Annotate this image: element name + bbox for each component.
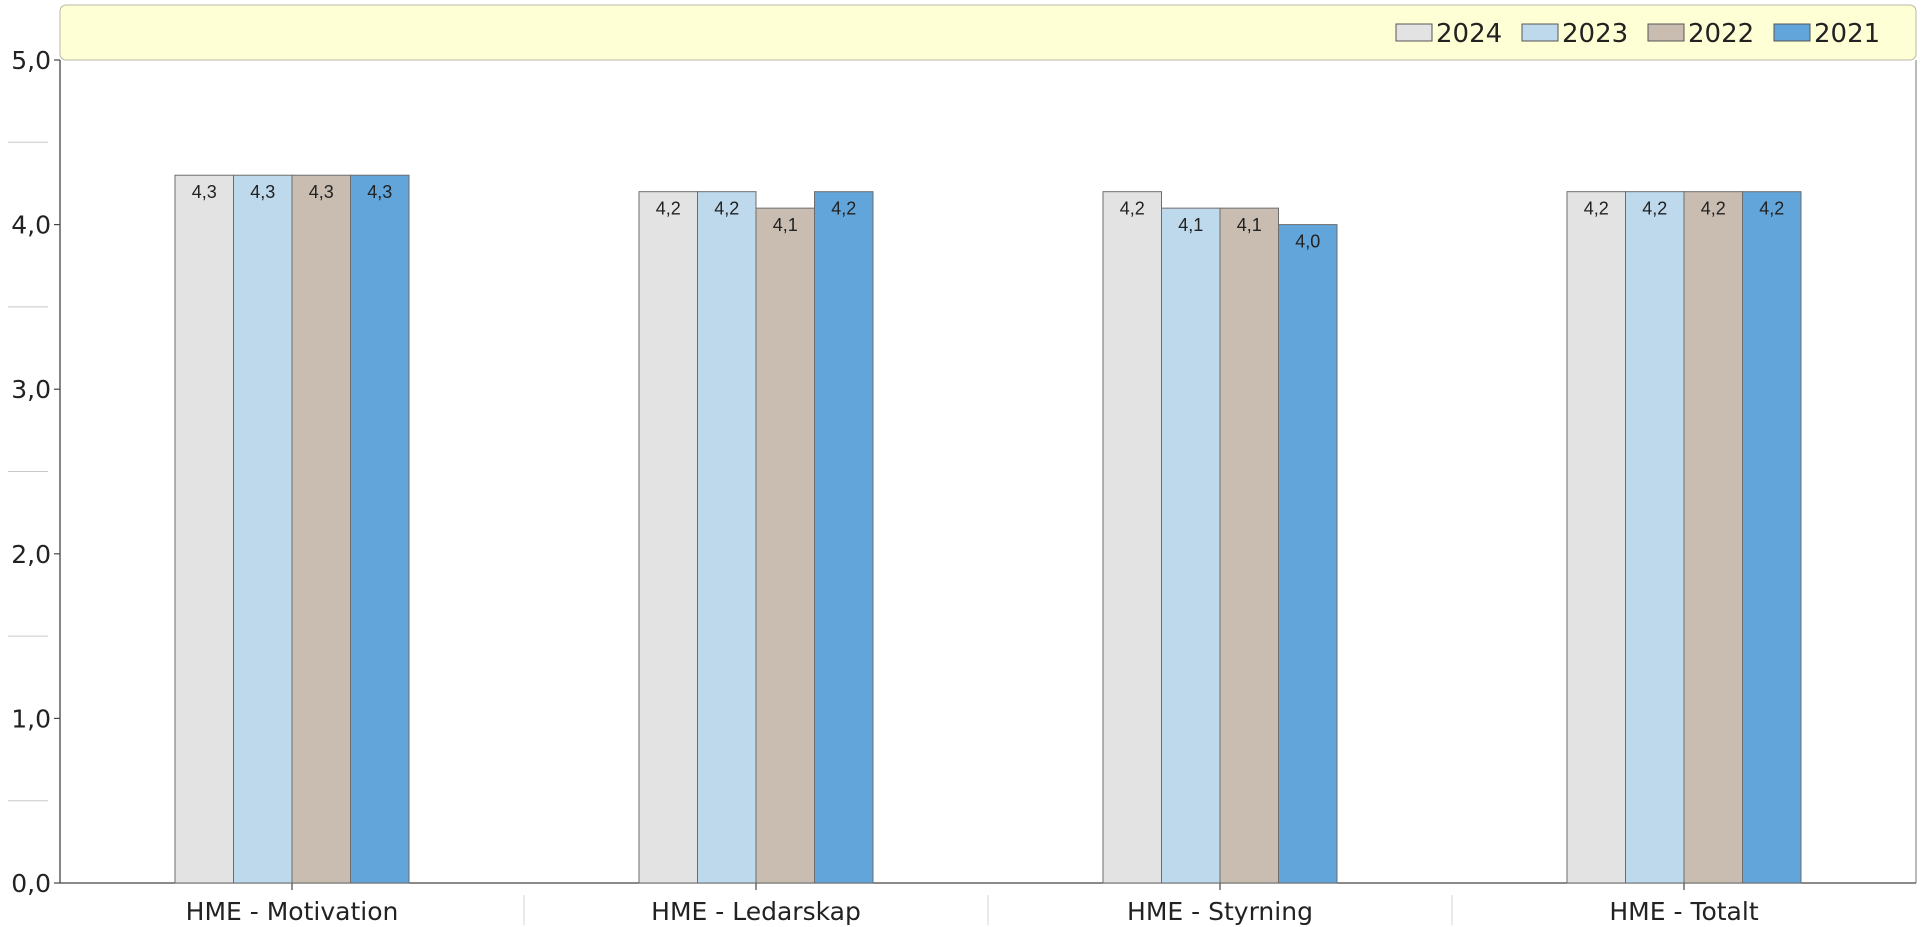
bar (814, 191, 874, 884)
bar-value-label: 4,0 (1295, 232, 1320, 252)
bar-value-label: 4,3 (192, 182, 217, 202)
bar (174, 174, 234, 884)
bar-value-label: 4,1 (1237, 215, 1262, 235)
bar (350, 174, 410, 884)
bar-value-label: 4,2 (1642, 199, 1667, 219)
y-tick-label: 2,0 (11, 540, 51, 569)
bar-value-label: 4,1 (773, 215, 798, 235)
y-tick-label: 3,0 (11, 375, 51, 404)
bar-value-label: 4,2 (714, 199, 739, 219)
legend-swatch (1773, 23, 1811, 42)
bar (1102, 191, 1162, 884)
bar-value-label: 4,2 (1701, 199, 1726, 219)
bar (638, 191, 698, 884)
y-tick-label: 5,0 (11, 46, 51, 75)
bar (1278, 224, 1338, 884)
bar-value-label: 4,2 (831, 199, 856, 219)
y-tick-label: 1,0 (11, 704, 51, 733)
bar (1683, 191, 1743, 884)
legend-swatch (1647, 23, 1685, 42)
y-tick-label: 4,0 (11, 211, 51, 240)
bar-value-label: 4,3 (250, 182, 275, 202)
bar-value-label: 4,3 (367, 182, 392, 202)
legend-label: 2024 (1436, 19, 1502, 49)
legend-band (59, 4, 1917, 61)
legend-label: 2021 (1814, 19, 1880, 49)
bar (1219, 207, 1279, 884)
bar-value-label: 4,1 (1178, 215, 1203, 235)
bar (1742, 191, 1802, 884)
bar-value-label: 4,2 (1120, 199, 1145, 219)
bar (1625, 191, 1685, 884)
bar (1566, 191, 1626, 884)
legend-swatch (1395, 23, 1433, 42)
bar-value-label: 4,3 (309, 182, 334, 202)
bar (755, 207, 815, 884)
bar (697, 191, 757, 884)
y-tick-label: 0,0 (11, 869, 51, 898)
bar-value-label: 4,2 (1759, 199, 1784, 219)
category-label: HME - Ledarskap (651, 897, 861, 926)
legend-swatch (1521, 23, 1559, 42)
category-label: HME - Totalt (1609, 897, 1758, 926)
bar-value-label: 4,2 (1584, 199, 1609, 219)
category-label: HME - Motivation (186, 897, 399, 926)
legend-label: 2023 (1562, 19, 1628, 49)
bar (291, 174, 351, 884)
bar-value-label: 4,2 (656, 199, 681, 219)
category-label: HME - Styrning (1127, 897, 1313, 926)
bar (1161, 207, 1221, 884)
bar (233, 174, 293, 884)
legend-label: 2022 (1688, 19, 1754, 49)
